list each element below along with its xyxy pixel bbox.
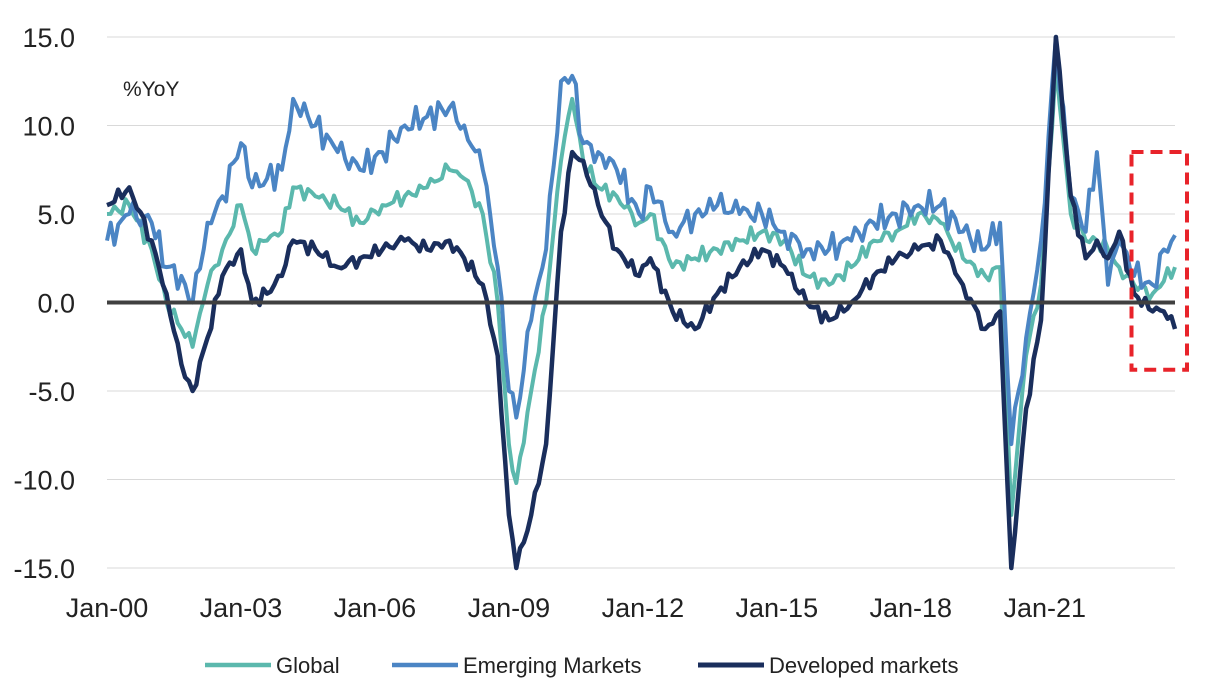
y-tick-label: 5.0: [37, 200, 75, 230]
y-tick-label: 10.0: [22, 112, 75, 142]
x-tick-label: Jan-21: [1003, 593, 1086, 623]
legend: Global Emerging Markets Developed markets: [205, 653, 959, 678]
series-line-developed-markets: [106, 34, 1178, 571]
y-tick-label: 15.0: [22, 23, 75, 53]
x-tick-label: Jan-18: [870, 593, 953, 623]
x-tick-label: Jan-12: [602, 593, 685, 623]
highlight-box: [1129, 150, 1189, 372]
x-tick-label: Jan-03: [200, 593, 283, 623]
legend-label: Developed markets: [769, 653, 959, 678]
series-line-emerging-markets: [105, 35, 1177, 447]
y-axis-ticks: -15.0 -10.0 -5.0 0.0 5.0 10.0 15.0: [13, 23, 75, 584]
y-tick-label: -15.0: [13, 554, 75, 584]
x-tick-label: Jan-00: [66, 593, 149, 623]
x-tick-label: Jan-06: [334, 593, 417, 623]
y-tick-label: -5.0: [28, 377, 75, 407]
x-tick-label: Jan-09: [468, 593, 551, 623]
x-tick-label: Jan-15: [736, 593, 819, 623]
legend-label: Emerging Markets: [463, 653, 642, 678]
y-tick-label: -10.0: [13, 466, 75, 496]
series-lines: [105, 34, 1178, 571]
y-axis-unit-label: %YoY: [123, 78, 179, 101]
legend-label: Global: [276, 653, 340, 678]
series-line-global: [106, 61, 1177, 517]
x-axis-ticks: Jan-00 Jan-03 Jan-06 Jan-09 Jan-12 Jan-15 Jan-…: [66, 593, 1086, 623]
y-tick-label: 0.0: [37, 289, 75, 319]
